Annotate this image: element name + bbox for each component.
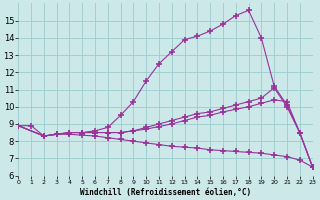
X-axis label: Windchill (Refroidissement éolien,°C): Windchill (Refroidissement éolien,°C) [80,188,251,197]
